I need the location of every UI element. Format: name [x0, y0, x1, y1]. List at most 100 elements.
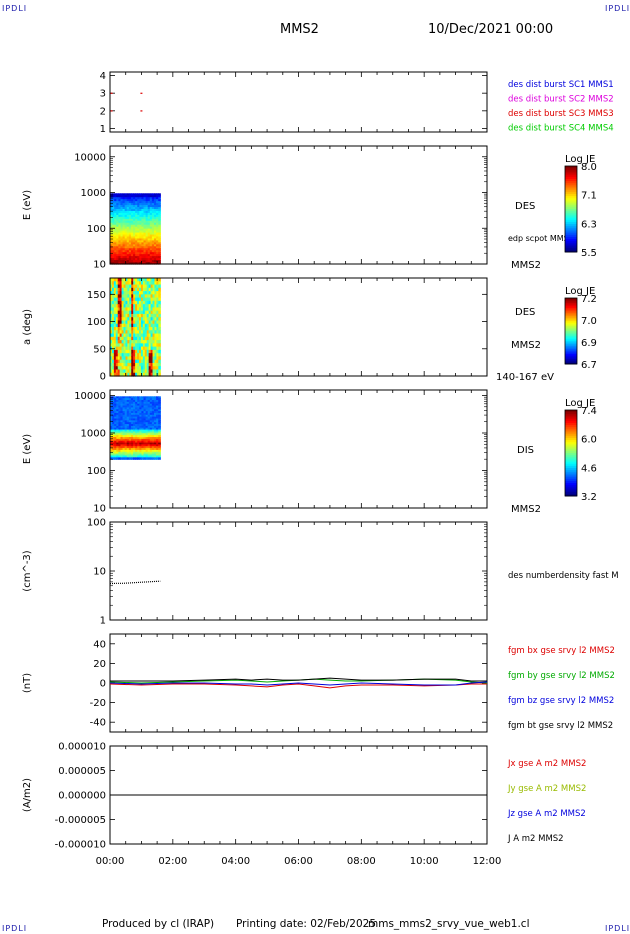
ion-cell	[128, 440, 132, 444]
ion-cell	[122, 453, 126, 457]
spectro-cell	[112, 228, 115, 232]
panel-2-colorbar-cell	[565, 342, 577, 345]
spectro-cell	[139, 224, 143, 228]
panel-1-colorbar-cell	[565, 206, 577, 210]
pitch-cell	[131, 281, 134, 286]
spectro-cell	[128, 254, 132, 257]
pitch-cell	[152, 366, 156, 371]
ion-cell	[128, 422, 132, 425]
ion-cell	[130, 431, 134, 434]
ion-cell	[151, 416, 155, 420]
pitch-cell	[148, 323, 152, 328]
ion-cell	[156, 418, 159, 421]
ion-cell	[145, 433, 149, 436]
ion-cell	[151, 407, 155, 410]
spectro-cell	[120, 246, 124, 249]
ion-cell	[158, 425, 161, 429]
ion-cell	[135, 422, 138, 425]
pitch-cell	[150, 343, 154, 348]
spectro-cell	[133, 207, 136, 210]
spectro-cell	[128, 252, 132, 255]
pitch-cell	[129, 287, 132, 292]
panel-1-colorbar-cell	[565, 219, 577, 223]
ion-cell	[122, 401, 126, 405]
ion-cell	[137, 437, 140, 440]
ion-cell	[130, 457, 134, 460]
ion-cell	[124, 457, 128, 460]
ion-cell	[126, 435, 130, 438]
spectro-cell	[151, 262, 155, 265]
pitch-cell	[111, 359, 115, 364]
ion-cell	[130, 420, 134, 423]
pitch-cell	[154, 281, 157, 286]
pitch-cell	[140, 310, 144, 315]
spectro-cell	[141, 212, 145, 216]
pitch-cell	[148, 336, 152, 341]
ion-cell	[114, 442, 117, 446]
panel-2-colorbar-cell	[565, 355, 577, 358]
spectro-cell	[156, 234, 159, 238]
pitch-cell	[111, 356, 115, 361]
panel-1-colorbar-cell	[565, 234, 577, 238]
spectro-cell	[143, 207, 147, 210]
ion-cell	[137, 411, 140, 414]
ion-cell	[122, 416, 126, 420]
spectro-cell	[133, 228, 136, 232]
ion-cell	[130, 411, 134, 414]
spectro-cell	[124, 254, 128, 257]
pitch-cell	[135, 287, 138, 292]
pitch-cell	[154, 291, 157, 295]
ion-cell	[128, 455, 132, 458]
pitch-cell	[119, 297, 123, 302]
spectro-cell	[122, 248, 126, 251]
spectro-cell	[133, 209, 136, 212]
ion-cell	[116, 453, 119, 457]
panel-3-colorbar-frame	[564, 409, 578, 497]
pitch-cell	[127, 320, 130, 325]
pitch-cell	[150, 291, 154, 295]
ion-cell	[137, 446, 140, 449]
ion-cell	[156, 422, 159, 425]
pitch-cell	[150, 327, 154, 331]
pitch-cell	[146, 353, 150, 357]
spectro-cell	[141, 258, 145, 261]
pitch-cell	[117, 336, 121, 341]
spectro-cell	[149, 207, 153, 210]
spectro-cell	[116, 256, 119, 259]
spectro-cell	[156, 209, 159, 212]
pitch-cell	[142, 300, 146, 305]
spectro-cell	[137, 236, 140, 240]
pitch-cell	[113, 297, 117, 302]
spectro-cell	[145, 220, 149, 224]
pitch-cell	[146, 310, 150, 315]
spectro-cell	[147, 232, 151, 236]
ion-cell	[112, 457, 115, 460]
pitch-cell	[125, 359, 128, 364]
ion-cell	[124, 411, 128, 414]
pitch-cell	[121, 291, 125, 295]
spectro-cell	[112, 195, 115, 198]
ion-cell	[156, 398, 159, 401]
spectro-cell	[139, 262, 143, 265]
panel-3-colorbar-cell	[565, 427, 577, 430]
ion-cell	[128, 420, 132, 423]
ion-cell	[143, 427, 147, 431]
pitch-cell	[119, 359, 123, 364]
pitch-cell	[144, 297, 148, 302]
pitch-cell	[135, 284, 138, 289]
pitch-cell	[150, 336, 154, 341]
spectro-cell	[130, 193, 134, 196]
pitch-cell	[119, 349, 123, 354]
ion-cell	[145, 422, 149, 425]
spectro-cell	[122, 230, 126, 234]
ion-cell	[110, 425, 113, 429]
pitch-cell	[152, 297, 156, 302]
ion-cell	[149, 427, 153, 431]
ion-cell	[112, 440, 115, 444]
spectro-cell	[130, 246, 134, 249]
spectro-cell	[137, 222, 140, 226]
spectro-cell	[124, 199, 128, 202]
pitch-cell	[110, 294, 113, 299]
pitch-cell	[142, 349, 146, 354]
pitch-cell	[133, 320, 136, 325]
